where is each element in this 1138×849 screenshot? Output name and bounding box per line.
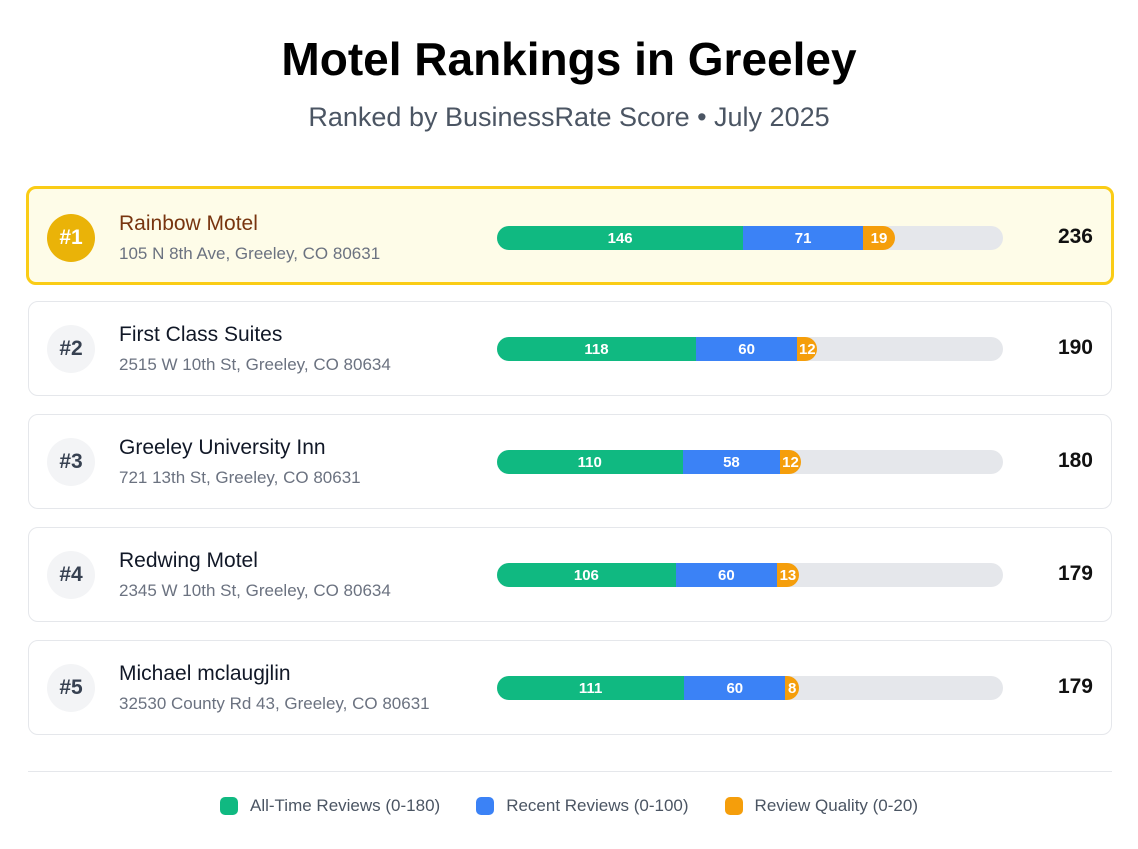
motel-name: Greeley University Inn: [119, 436, 326, 459]
bar-segment-quality: 12: [780, 450, 801, 474]
legend-item-recent: Recent Reviews (0-100): [476, 796, 689, 816]
bar-segment-recent: 60: [696, 337, 798, 361]
legend-swatch: [476, 797, 495, 815]
bar-segment-recent: 60: [675, 563, 777, 587]
bar-segment-quality: 19: [863, 226, 896, 250]
legend-item-all-time: All-Time Reviews (0-180): [220, 796, 440, 816]
motel-address: 2345 W 10th St, Greeley, CO 80634: [119, 581, 391, 600]
bar-segment-quality: 12: [797, 337, 818, 361]
rank-badge: #5: [47, 664, 95, 712]
bar-segment-all-time: 118: [497, 337, 697, 361]
legend-label: Recent Reviews (0-100): [506, 796, 689, 815]
ranking-card: #1 Rainbow Motel 105 N 8th Ave, Greeley,…: [26, 186, 1114, 285]
score-bar: 110 58 12: [497, 450, 1003, 474]
page-title: Motel Rankings in Greeley: [281, 33, 857, 85]
ranking-card: #4 Redwing Motel 2345 W 10th St, Greeley…: [28, 527, 1112, 622]
total-score: 179: [1057, 675, 1093, 698]
motel-address: 105 N 8th Ave, Greeley, CO 80631: [119, 244, 381, 263]
rank-badge: #1: [47, 214, 95, 262]
motel-address: 32530 County Rd 43, Greeley, CO 80631: [119, 694, 430, 713]
motel-address: 721 13th St, Greeley, CO 80631: [119, 468, 361, 487]
score-bar: 146 71 19: [497, 226, 1003, 250]
rank-badge: #3: [47, 438, 95, 486]
page-subtitle: Ranked by BusinessRate Score • July 2025: [308, 102, 830, 132]
ranking-card: #2 First Class Suites 2515 W 10th St, Gr…: [28, 301, 1112, 396]
legend-item-quality: Review Quality (0-20): [724, 796, 918, 816]
legend: All-Time Reviews (0-180) Recent Reviews …: [0, 796, 1138, 816]
score-bar: 111 60 8: [497, 676, 1003, 700]
rank-badge: #4: [47, 551, 95, 599]
ranking-card: #5 Michael mclaugjlin 32530 County Rd 43…: [28, 640, 1112, 735]
bar-segment-recent: 60: [684, 676, 786, 700]
legend-label: Review Quality (0-20): [754, 796, 918, 815]
score-bar: 106 60 13: [497, 563, 1003, 587]
score-bar: 118 60 12: [497, 337, 1003, 361]
legend-swatch: [724, 797, 743, 815]
legend-label: All-Time Reviews (0-180): [250, 796, 441, 815]
bar-segment-recent: 71: [743, 226, 863, 250]
ranking-card: #3 Greeley University Inn 721 13th St, G…: [28, 414, 1112, 509]
total-score: 179: [1057, 562, 1093, 585]
motel-address: 2515 W 10th St, Greeley, CO 80634: [119, 355, 391, 374]
motel-name: Redwing Motel: [119, 549, 258, 572]
divider: [28, 771, 1112, 772]
bar-segment-all-time: 106: [497, 563, 676, 587]
bar-segment-recent: 58: [682, 450, 781, 474]
motel-name: First Class Suites: [119, 323, 283, 346]
legend-swatch: [220, 797, 238, 815]
total-score: 190: [1057, 336, 1093, 359]
motel-name: Rainbow Motel: [119, 212, 258, 235]
bar-segment-all-time: 111: [497, 676, 685, 700]
bar-segment-all-time: 146: [497, 226, 744, 250]
total-score: 236: [1057, 225, 1093, 248]
bar-segment-quality: 8: [785, 676, 799, 700]
bar-segment-all-time: 110: [497, 450, 683, 474]
motel-name: Michael mclaugjlin: [119, 662, 291, 685]
total-score: 180: [1057, 449, 1093, 472]
bar-segment-quality: 13: [776, 563, 799, 587]
rank-badge: #2: [47, 325, 95, 373]
